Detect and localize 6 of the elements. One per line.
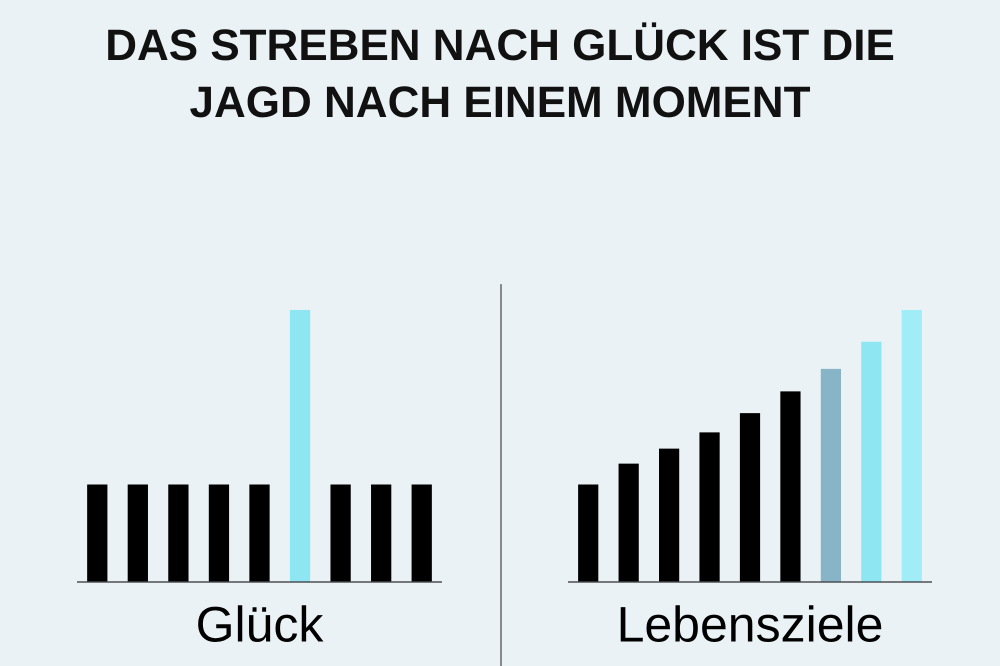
bar [902, 310, 922, 582]
chart-title: DAS STREBEN NACH GLÜCK IST DIE JAGD NACH EINEM MOMENT [105, 20, 895, 128]
x-axis-title: Glück [196, 596, 324, 652]
bar [861, 342, 882, 582]
bar [820, 368, 841, 582]
x-axis-title: Lebensziele [616, 596, 884, 652]
